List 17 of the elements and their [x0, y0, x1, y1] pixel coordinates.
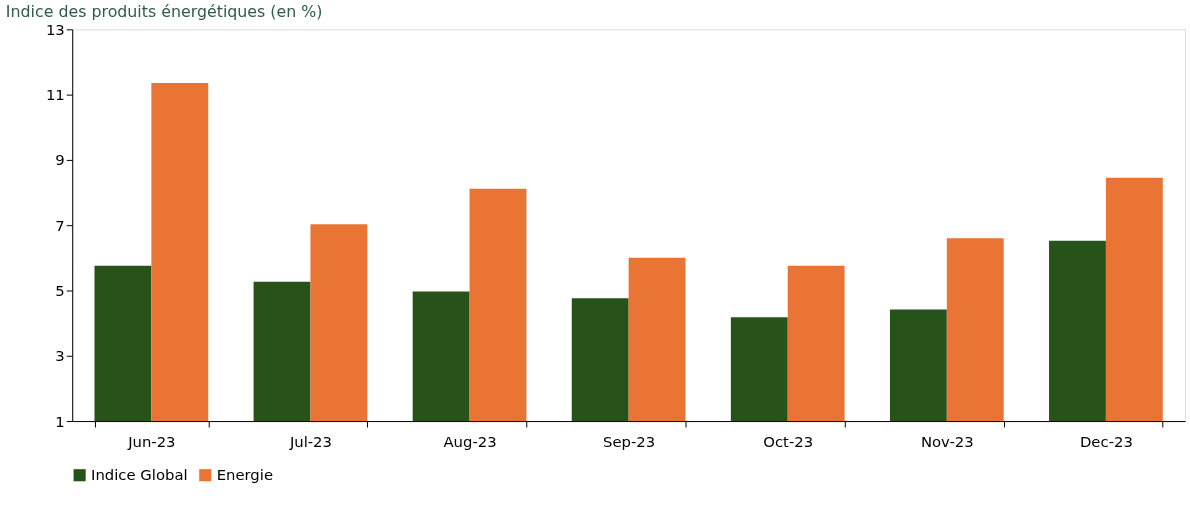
- x-tick-label: Jun-23: [127, 433, 176, 451]
- x-tick-label: Jul-23: [288, 433, 333, 451]
- y-tick-label: 13: [45, 20, 65, 38]
- y-tick-label: 3: [55, 347, 65, 365]
- y-tick-label: 1: [55, 412, 65, 430]
- x-tick-label: Dec-23: [1079, 433, 1133, 451]
- x-tick-label: Nov-23: [920, 433, 974, 451]
- legend-label: Indice Global: [91, 466, 188, 484]
- y-tick-label: 11: [45, 86, 65, 104]
- y-axis-title: Indice des produits énergétiques (en %): [5, 2, 323, 22]
- y-tick-label: 7: [55, 216, 65, 234]
- x-tick-label: Oct-23: [763, 433, 814, 451]
- x-tick-label: Aug-23: [443, 433, 497, 451]
- y-tick-label: 5: [55, 281, 65, 299]
- x-tick-label: Sep-23: [603, 433, 656, 451]
- y-tick-label: 9: [55, 151, 65, 169]
- legend-label: Energie: [216, 466, 274, 484]
